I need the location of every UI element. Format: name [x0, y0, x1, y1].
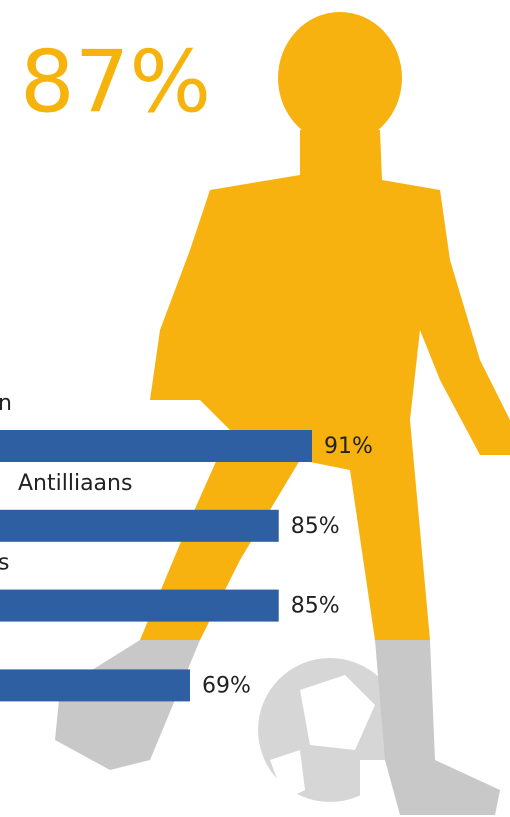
value-label: 85%	[291, 514, 340, 539]
bar	[0, 509, 279, 542]
bar	[0, 589, 279, 622]
value-label: 85%	[291, 594, 340, 619]
value-label: 91%	[324, 434, 373, 459]
category-label: n	[0, 391, 12, 416]
category-label: s	[0, 551, 9, 576]
bar	[0, 430, 312, 462]
category-label: Antilliaans	[18, 471, 132, 496]
headline: 87%	[20, 32, 211, 132]
value-label: 69%	[202, 673, 251, 698]
bar	[0, 669, 191, 702]
child-silhouette	[55, 12, 510, 815]
